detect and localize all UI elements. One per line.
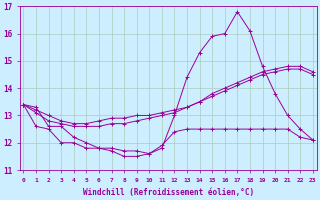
X-axis label: Windchill (Refroidissement éolien,°C): Windchill (Refroidissement éolien,°C) [83,188,254,197]
